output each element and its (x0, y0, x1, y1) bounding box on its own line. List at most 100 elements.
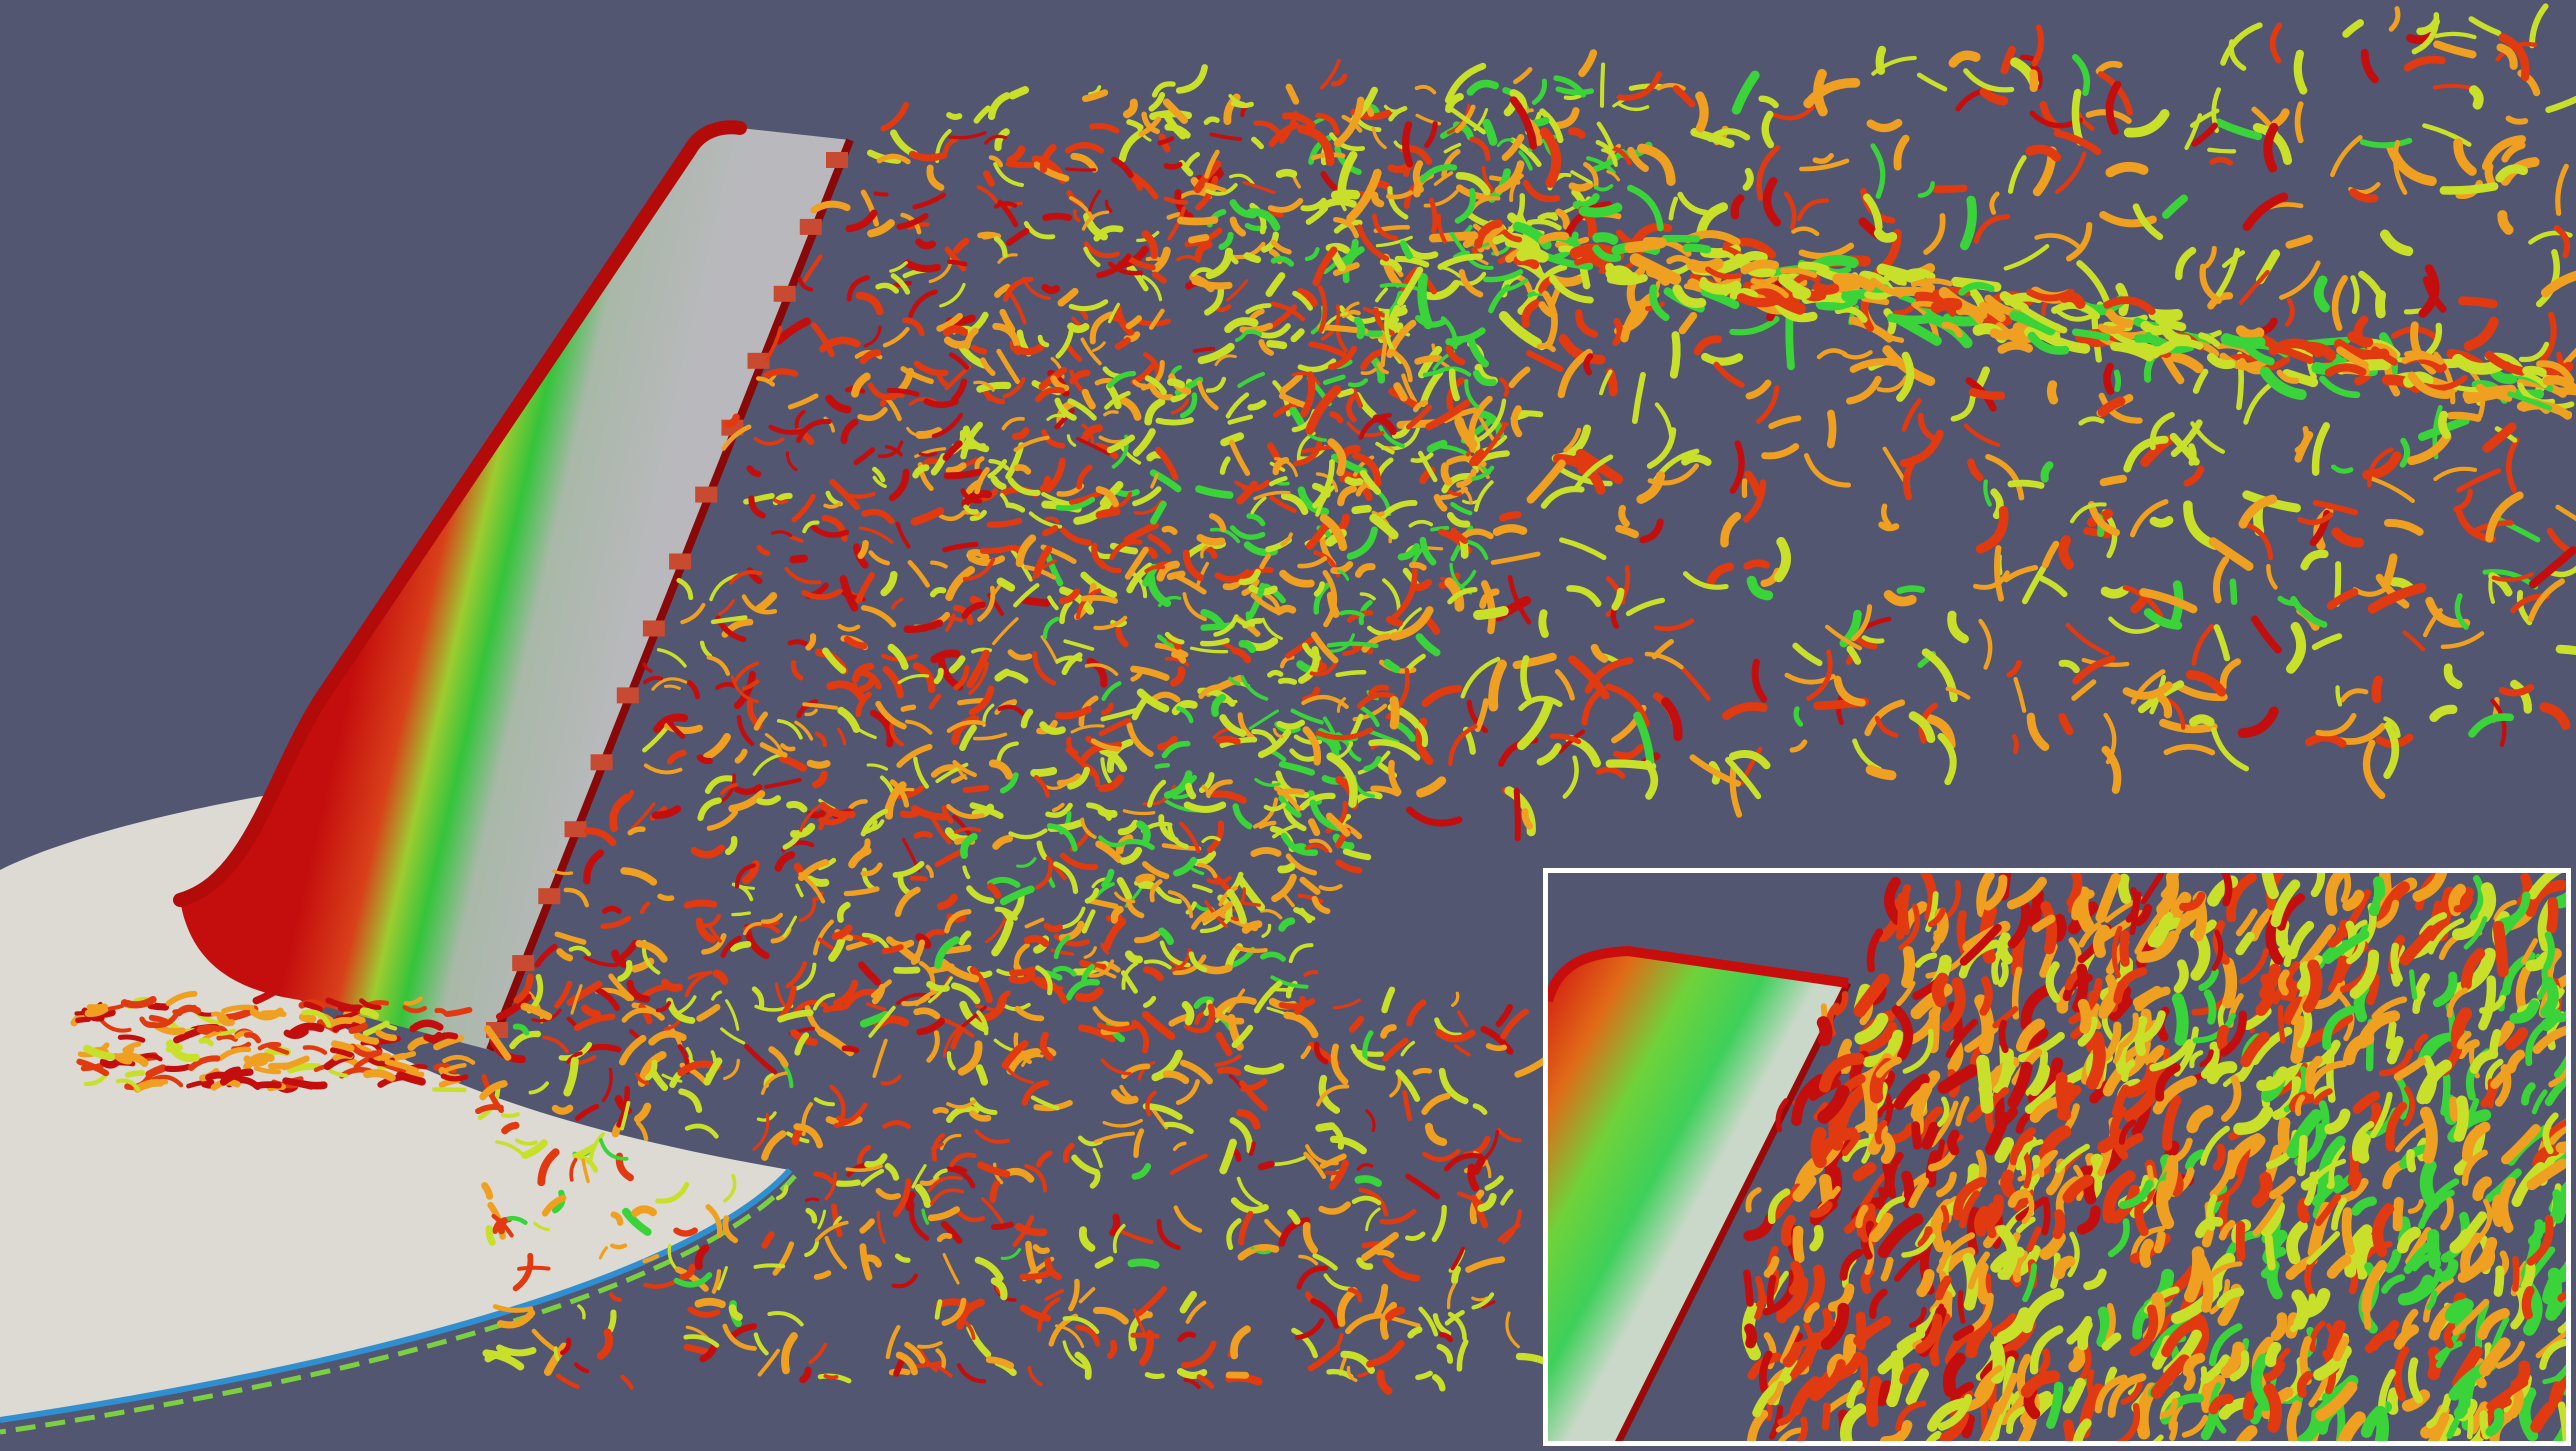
vortex-tube (946, 1051, 956, 1071)
vortex-tube (1279, 373, 1303, 395)
vortex-tube (400, 1051, 417, 1060)
vortex-tube (1434, 1017, 1463, 1038)
vortex-tube (2498, 33, 2530, 82)
vortex-tube (2243, 378, 2279, 425)
vortex-tube (2179, 891, 2206, 912)
vortex-tube (1141, 275, 1163, 302)
vortex-tube (775, 1184, 789, 1201)
vortex-tube (1397, 266, 1424, 306)
vortex-tube (949, 1152, 977, 1168)
vortex-tube (743, 923, 770, 960)
vortex-tube (1905, 1368, 1929, 1406)
vortex-tube (634, 1102, 652, 1123)
vortex-tube (1861, 635, 1885, 644)
vortex-tube (1379, 282, 1420, 291)
vortex-tube (1515, 410, 1544, 418)
vortex-tube (1605, 367, 1618, 397)
vortex-tube (2413, 1033, 2429, 1052)
vortex-tube (1853, 1315, 1892, 1346)
vortex-tube (706, 655, 731, 676)
vortex-tube (2313, 1158, 2347, 1181)
vortex-tube (959, 724, 977, 752)
vortex-tube (1371, 126, 1387, 150)
vortex-tube (2361, 1260, 2388, 1314)
vortex-tube (2118, 1119, 2137, 1145)
vortex-tube (1039, 475, 1051, 493)
vortex-tube (813, 1171, 835, 1184)
vortex-tube (793, 1123, 823, 1149)
vortex-tube (2453, 895, 2473, 913)
vortex-tube (1188, 951, 1208, 973)
vortex-tube (1446, 1283, 1457, 1310)
vortex-tube (2221, 1074, 2242, 1122)
flap-track-fairing (538, 888, 561, 905)
vortex-tube (956, 1298, 985, 1330)
vortex-tube (789, 535, 804, 543)
vortex-tube (1292, 290, 1313, 311)
vortex-tube (2107, 1218, 2130, 1258)
vortex-tube (2290, 1015, 2307, 1064)
vortex-tube (2330, 135, 2363, 178)
vortex-tube (2414, 973, 2430, 998)
vortex-tube (1923, 213, 1946, 255)
vortex-tube (1456, 468, 1477, 488)
vortex-tube (1250, 592, 1280, 614)
vortex-tube (1863, 193, 1883, 231)
vortex-tube (2220, 22, 2263, 66)
vortex-tube (1278, 917, 1296, 932)
vortex-tube (2218, 1219, 2236, 1241)
vortex-tube (1310, 631, 1339, 664)
vortex-tube (2055, 1072, 2072, 1121)
vortex-tube (2432, 83, 2476, 91)
vortex-tube (583, 955, 619, 968)
vortex-tube (1313, 581, 1325, 597)
vortex-tube (894, 1253, 911, 1263)
vortex-tube (1123, 521, 1159, 544)
vortex-tube (960, 488, 983, 504)
vortex-tube (1046, 823, 1078, 852)
vortex-tube (1279, 569, 1315, 588)
vortex-tube (430, 1032, 459, 1044)
vortex-tube (2220, 333, 2266, 349)
vortex-tube (822, 647, 847, 674)
vortex-tube (1869, 1288, 1888, 1319)
vortex-tube (1461, 486, 1473, 505)
vortex-tube (1151, 246, 1171, 274)
vortex-tube (791, 493, 816, 523)
vortex-tube (1509, 173, 1524, 203)
vortex-tube (908, 289, 938, 318)
vortex-tube (812, 770, 828, 789)
vortex-tube (1219, 1138, 1237, 1175)
vortex-tube (683, 899, 718, 909)
vortex-tube (1013, 464, 1032, 475)
vortex-tube (826, 680, 866, 701)
vortex-tube (1438, 1331, 1454, 1343)
vortex-tube (1011, 427, 1030, 440)
vortex-tube (1859, 1021, 1898, 1054)
vortex-tube (673, 1227, 698, 1237)
vortex-tube (1456, 271, 1487, 287)
vortex-tube (1496, 1128, 1522, 1143)
vortex-tube (1966, 1103, 1986, 1123)
vortex-tube (913, 1007, 941, 1020)
vortex-tube (1002, 1062, 1035, 1085)
vortex-tube (915, 238, 937, 250)
vortex-tube (1229, 173, 1255, 186)
vortex-tube (2518, 341, 2550, 363)
vortex-tube (1901, 1233, 1936, 1258)
vortex-tube (1302, 642, 1321, 662)
vortex-tube (1376, 362, 1389, 375)
vortex-tube (2311, 1085, 2331, 1101)
vortex-tube (2076, 331, 2121, 347)
vortex-tube (2108, 995, 2133, 1021)
vortex-tube (1451, 991, 1460, 1007)
vortex-tube (2371, 996, 2408, 1020)
vortex-tube (1792, 642, 1823, 667)
vortex-tube (1409, 561, 1427, 571)
vortex-tube (1176, 1368, 1208, 1379)
vortex-tube (99, 1018, 132, 1033)
vortex-tube (1513, 787, 1521, 842)
vortex-tube (2440, 631, 2485, 649)
vortex-tube (1639, 518, 1664, 544)
vortex-tube (1399, 240, 1413, 260)
